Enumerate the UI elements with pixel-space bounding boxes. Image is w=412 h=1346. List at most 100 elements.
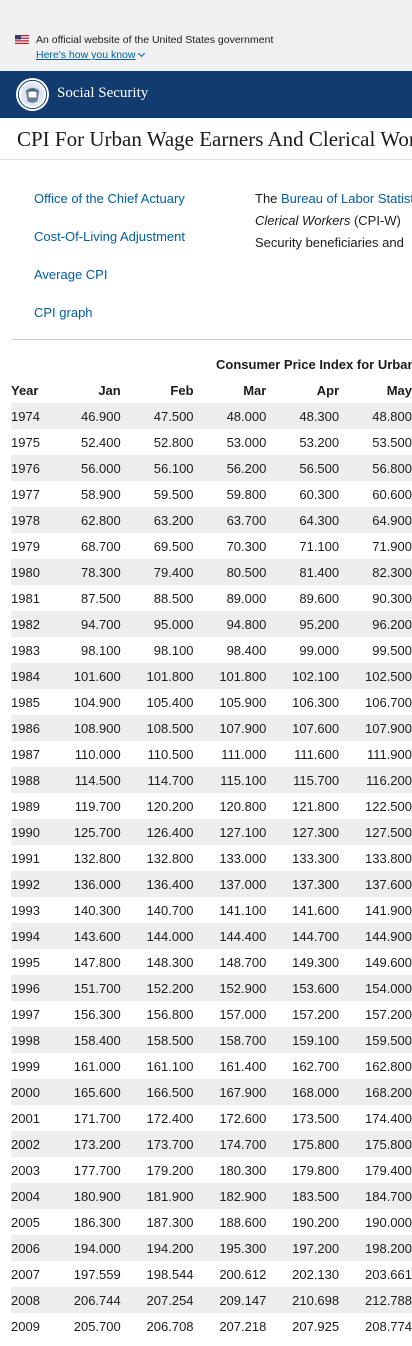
table-row: 1978 62.800 63.200 63.700 64.300 64.900	[11, 507, 412, 533]
cpi-value-cell: 132.800	[52, 845, 121, 871]
year-cell: 1993	[11, 897, 53, 923]
year-cell: 1990	[11, 819, 53, 845]
cpi-value-cell: 194.000	[52, 1235, 121, 1261]
cpi-table: Year Jan Feb Mar Apr May 1974 46.900 47.500 48.0…	[11, 377, 412, 1339]
heres-how-you-know-link[interactable]: Here's how you know	[36, 49, 146, 61]
table-row: 1982 94.700 95.000 94.800 95.200 96.200	[11, 611, 412, 637]
cpi-value-cell: 156.300	[52, 1001, 121, 1027]
cpi-value-cell: 190.000	[339, 1209, 412, 1235]
cpi-value-cell: 114.500	[52, 767, 121, 793]
cpi-value-cell: 143.600	[52, 923, 121, 949]
year-cell: 1977	[11, 481, 53, 507]
cpi-value-cell: 141.900	[339, 897, 412, 923]
cpi-value-cell: 52.800	[120, 429, 194, 455]
year-cell: 1978	[11, 507, 53, 533]
cpi-value-cell: 120.200	[120, 793, 194, 819]
table-row: 2005 186.300 187.300 188.600 190.200 190.000	[11, 1209, 412, 1235]
cpi-value-cell: 108.900	[52, 715, 121, 741]
cpi-value-cell: 180.300	[193, 1157, 267, 1183]
cpi-value-cell: 115.700	[266, 767, 340, 793]
cpi-value-cell: 107.900	[193, 715, 267, 741]
year-cell: 1989	[11, 793, 53, 819]
cpi-value-cell: 179.200	[120, 1157, 194, 1183]
year-cell: 2001	[11, 1105, 53, 1131]
cpi-value-cell: 63.700	[193, 507, 267, 533]
cpi-value-cell: 70.300	[193, 533, 267, 559]
sidebar-link-average-cpi[interactable]: Average CPI	[34, 267, 108, 282]
cpi-value-cell: 89.600	[266, 585, 340, 611]
cpi-value-cell: 186.300	[52, 1209, 121, 1235]
cpi-value-cell: 158.700	[193, 1027, 267, 1053]
cpi-value-cell: 154.000	[339, 975, 412, 1001]
table-row: 2006 194.000 194.200 195.300 197.200 198.200	[11, 1235, 412, 1261]
cpi-value-cell: 202.130	[266, 1261, 340, 1287]
cpi-value-cell: 64.300	[266, 507, 340, 533]
table-row: 1997 156.300 156.800 157.000 157.200 157.200	[11, 1001, 412, 1027]
cpi-value-cell: 90.300	[339, 585, 412, 611]
cpi-value-cell: 156.800	[120, 1001, 194, 1027]
cpi-value-cell: 114.700	[120, 767, 194, 793]
year-cell: 1997	[11, 1001, 53, 1027]
cpi-value-cell: 165.600	[52, 1079, 121, 1105]
sidebar-link-office-of-chief-actuary[interactable]: Office of the Chief Actuary	[34, 191, 185, 206]
cpi-value-cell: 89.000	[193, 585, 267, 611]
table-body: 1974 46.900 47.500 48.000 48.300 48.800 1975 52…	[11, 403, 412, 1339]
cpi-value-cell: 68.700	[52, 533, 121, 559]
table-row: 1980 78.300 79.400 80.500 81.400 82.300	[11, 559, 412, 585]
cpi-value-cell: 187.300	[120, 1209, 194, 1235]
table-row: 1996 151.700 152.200 152.900 153.600 154.000	[11, 975, 412, 1001]
intro-line3: Security beneficiaries and	[255, 235, 404, 250]
cpi-value-cell: 111.000	[193, 741, 267, 767]
bls-link[interactable]: Bureau of Labor Statistics	[281, 191, 412, 206]
table-row: 2004 180.900 181.900 182.900 183.500 184.700	[11, 1183, 412, 1209]
cpi-value-cell: 107.900	[339, 715, 412, 741]
cpi-value-cell: 71.900	[339, 533, 412, 559]
column-header-apr: Apr	[316, 382, 340, 398]
cpi-value-cell: 60.300	[266, 481, 340, 507]
cpi-value-cell: 182.900	[193, 1183, 267, 1209]
year-cell: 1986	[11, 715, 53, 741]
year-cell: 1985	[11, 689, 53, 715]
table-row: 1993 140.300 140.700 141.100 141.600 141.900	[11, 897, 412, 923]
cpi-value-cell: 157.200	[266, 1001, 340, 1027]
cpi-value-cell: 198.200	[339, 1235, 412, 1261]
cpi-value-cell: 161.000	[52, 1053, 121, 1079]
column-header-year: Year	[11, 382, 39, 398]
year-cell: 1992	[11, 871, 53, 897]
cpi-value-cell: 125.700	[52, 819, 121, 845]
table-row: 2008 206.744 207.254 209.147 210.698 212.788	[11, 1287, 412, 1313]
column-header-mar: Mar	[243, 382, 267, 398]
table-row: 1984 101.600 101.800 101.800 102.100 102.500	[11, 663, 412, 689]
cpi-value-cell: 161.100	[120, 1053, 194, 1079]
sidebar-link-cpi-graph[interactable]: CPI graph	[34, 305, 93, 320]
cpi-value-cell: 56.800	[339, 455, 412, 481]
year-cell: 1981	[11, 585, 53, 611]
year-cell: 2000	[11, 1079, 53, 1105]
table-row: 1974 46.900 47.500 48.000 48.300 48.800	[11, 403, 412, 429]
sidebar-link-cost-of-living-adjustment[interactable]: Cost-Of-Living Adjustment	[34, 229, 186, 244]
ssa-seal-icon[interactable]	[15, 77, 50, 112]
cpi-value-cell: 207.925	[266, 1313, 340, 1339]
site-title[interactable]: Social Security	[57, 85, 149, 101]
cpi-value-cell: 206.744	[52, 1287, 121, 1313]
cpi-value-cell: 179.400	[339, 1157, 412, 1183]
cpi-value-cell: 173.700	[120, 1131, 194, 1157]
cpi-value-cell: 110.000	[52, 741, 121, 767]
cpi-value-cell: 140.300	[52, 897, 121, 923]
cpi-value-cell: 56.000	[52, 455, 121, 481]
cpi-value-cell: 63.200	[120, 507, 194, 533]
table-row: 2009 205.700 206.708 207.218 207.925 208.774	[11, 1313, 412, 1339]
cpi-value-cell: 159.100	[266, 1027, 340, 1053]
cpi-value-cell: 152.200	[120, 975, 194, 1001]
cpi-value-cell: 195.300	[193, 1235, 267, 1261]
cpi-value-cell: 64.900	[339, 507, 412, 533]
cpi-value-cell: 137.600	[339, 871, 412, 897]
table-row: 1988 114.500 114.700 115.100 115.700 116.200	[11, 767, 412, 793]
chevron-down-icon	[138, 49, 146, 58]
year-cell: 1974	[11, 403, 53, 429]
cpi-value-cell: 212.788	[339, 1287, 412, 1313]
table-row: 2007 197.559 198.544 200.612 202.130 203.661	[11, 1261, 412, 1287]
year-cell: 2007	[11, 1261, 53, 1287]
cpi-value-cell: 46.900	[52, 403, 121, 429]
cpi-value-cell: 144.400	[193, 923, 267, 949]
